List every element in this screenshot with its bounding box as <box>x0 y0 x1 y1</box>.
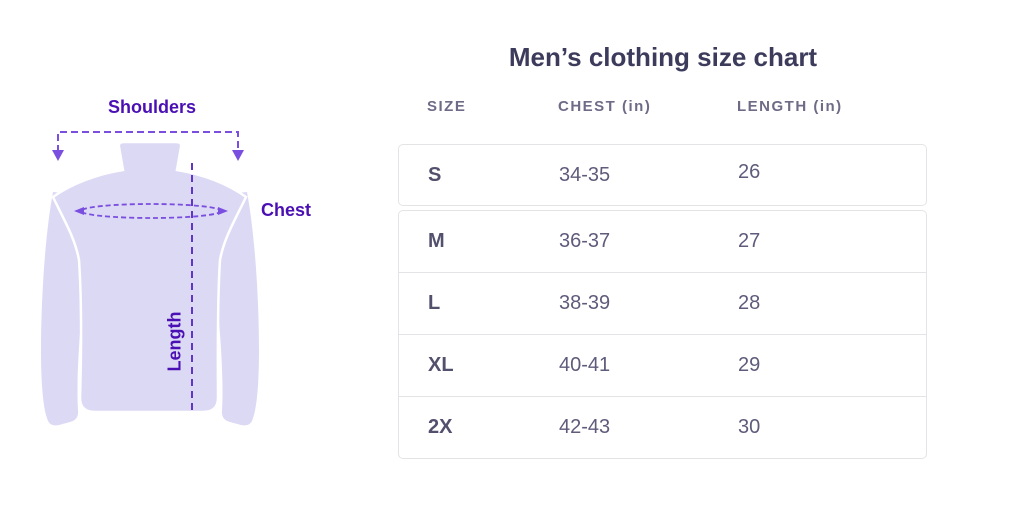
chest-label: Chest <box>261 200 312 220</box>
cell-s-chest: 34-35 <box>559 163 611 186</box>
size-row-card-first: S 34-35 26 <box>398 144 927 206</box>
length-label: Length <box>164 311 185 372</box>
cell-m-size: M <box>428 230 445 252</box>
cell-xl-length: 29 <box>738 354 761 376</box>
cell-l-size: L <box>428 292 441 314</box>
chest-arrow-left <box>74 207 84 215</box>
column-header-length: LENGTH (in) <box>737 98 843 115</box>
shoulders-arrow-left <box>52 150 64 161</box>
shoulders-arrow-right <box>232 150 244 161</box>
cell-m-length: 27 <box>738 230 761 252</box>
table-row-s: S 34-35 26 <box>399 145 926 205</box>
table-header-row: SIZE CHEST (in) LENGTH (in) <box>398 98 928 115</box>
cell-l-length: 28 <box>738 292 761 314</box>
cell-2x-size: 2X <box>428 416 453 438</box>
chest-arrow-right <box>218 207 228 215</box>
table-row-l: L 38-39 28 <box>399 272 926 334</box>
shoulders-label: Shoulders <box>107 97 196 117</box>
shirt-measurement-diagram: Shoulders Chest Length <box>0 0 360 514</box>
page-title: Men’s clothing size chart <box>508 42 818 72</box>
shoulders-measure-line <box>57 131 239 152</box>
shirt-torso <box>51 140 248 414</box>
table-row-2x: 2X 42-43 30 <box>399 396 926 458</box>
cell-xl-chest: 40-41 <box>559 354 611 376</box>
cell-2x-length: 30 <box>738 416 761 438</box>
column-header-chest: CHEST (in) <box>558 98 652 115</box>
size-rows-card: M 36-37 27 L 38-39 28 XL 40-41 29 2X 42-43 30 <box>398 210 927 459</box>
cell-xl-size: XL <box>428 354 454 376</box>
cell-m-chest: 36-37 <box>559 230 611 252</box>
column-header-size: SIZE <box>427 98 467 115</box>
shirt-illustration <box>41 131 259 426</box>
cell-2x-chest: 42-43 <box>559 416 611 438</box>
table-row-m: M 36-37 27 <box>399 211 926 272</box>
cell-l-chest: 38-39 <box>559 292 611 314</box>
table-row-xl: XL 40-41 29 <box>399 334 926 396</box>
cell-s-length: 26 <box>738 160 761 183</box>
cell-s-size: S <box>428 163 442 186</box>
